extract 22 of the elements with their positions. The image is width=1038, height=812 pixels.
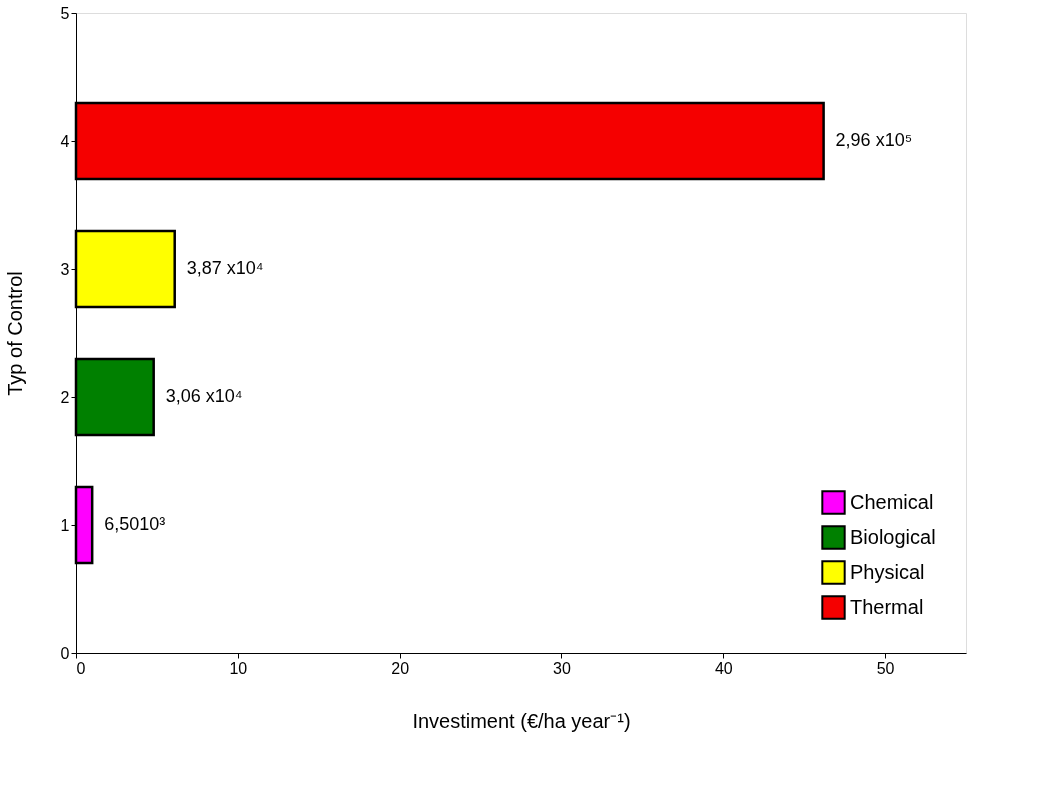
y-tick-label: 0 [60, 644, 70, 662]
x-tick-label: 40 [714, 659, 733, 677]
annotation: 3,87 x10⁴ [186, 258, 264, 278]
annotation: 6,5010³ [104, 514, 166, 534]
legend-label: Physical [850, 560, 925, 583]
y-tick-label: 2 [60, 388, 70, 406]
legend-label: Chemical [850, 490, 934, 513]
x-axis-title: Investiment (€/ha year⁻¹) [412, 709, 631, 732]
x-tick-label: 10 [229, 659, 248, 677]
annotation: 2,96 x10⁵ [835, 130, 913, 150]
legend-label: Thermal [850, 595, 924, 618]
x-tick-label: 50 [876, 659, 895, 677]
y-tick-label: 4 [60, 132, 70, 150]
annotation: 3,06 x10⁴ [165, 386, 243, 406]
y-tick-label: 1 [60, 516, 70, 534]
legend-label: Biological [850, 525, 936, 548]
y-axis-title: Typ of Control [3, 271, 26, 396]
y-tick-label: 5 [60, 4, 70, 22]
x-tick-label: 0 [76, 659, 86, 677]
x-tick-label: 30 [553, 659, 571, 677]
y-tick-label: 3 [60, 260, 70, 278]
x-tick-label: 20 [391, 659, 410, 677]
